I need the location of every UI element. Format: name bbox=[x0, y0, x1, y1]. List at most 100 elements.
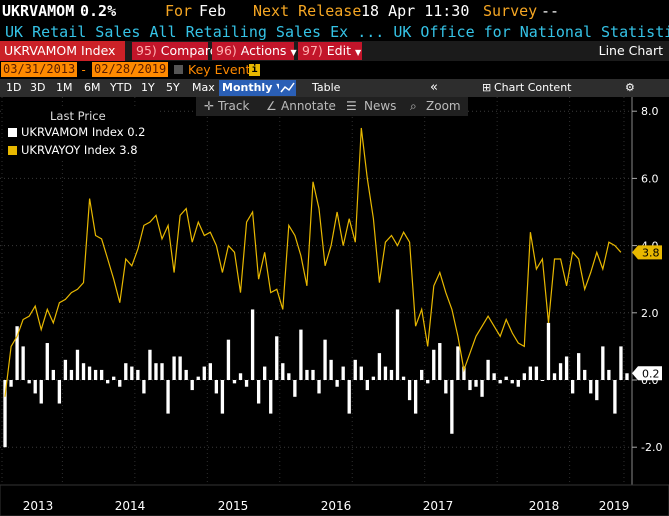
mom-bar-72 bbox=[438, 343, 442, 380]
description-text: UK Retail Sales All Retailing Sales Ex .… bbox=[5, 23, 669, 41]
mom-bar-75 bbox=[456, 346, 460, 380]
line-chart-icon[interactable] bbox=[279, 80, 296, 96]
mom-bar-94 bbox=[570, 380, 575, 394]
mom-bar-58 bbox=[353, 359, 357, 380]
key-events-checkbox[interactable] bbox=[174, 65, 183, 74]
x-tick-label-1: 2014 bbox=[115, 499, 146, 513]
compare-num: 95) bbox=[136, 43, 157, 58]
legend-item-yoy: UKRVAYOY Index 3.8 bbox=[8, 143, 138, 157]
table-button[interactable]: Table bbox=[312, 81, 341, 94]
mom-bar-73 bbox=[444, 380, 448, 394]
mom-bar-88 bbox=[534, 366, 539, 380]
range-5y[interactable]: 5Y bbox=[166, 81, 180, 94]
mom-bar-35 bbox=[214, 380, 219, 394]
mom-bar-95 bbox=[577, 353, 581, 380]
mom-bar-103 bbox=[625, 373, 629, 380]
security-header: UKRVAMOM 0.2% For Feb Next Release 18 Ap… bbox=[0, 0, 669, 22]
end-date-input[interactable]: 02/28/2019 bbox=[92, 62, 169, 77]
range-3d[interactable]: 3D bbox=[30, 81, 46, 94]
survey-label: Survey bbox=[483, 2, 538, 20]
track-button[interactable]: Track bbox=[218, 99, 250, 113]
mom-bar-16 bbox=[99, 369, 104, 380]
range-1d[interactable]: 1D bbox=[6, 81, 22, 94]
mom-bar-55 bbox=[335, 380, 339, 387]
mom-bar-102 bbox=[619, 346, 623, 380]
legend-swatch-mom bbox=[8, 128, 17, 137]
x-tick-label-2: 2015 bbox=[218, 499, 249, 513]
range-6m[interactable]: 6M bbox=[84, 81, 101, 94]
last-tag-yoy-text: 3.8 bbox=[642, 246, 660, 259]
period: Feb bbox=[199, 2, 227, 20]
range-ytd[interactable]: YTD bbox=[110, 81, 132, 94]
mom-bar-85 bbox=[516, 380, 520, 387]
mom-bar-53 bbox=[323, 339, 327, 380]
compare-button[interactable]: 95) Compare bbox=[132, 42, 217, 60]
mom-bar-48 bbox=[293, 380, 297, 397]
mom-bar-11 bbox=[69, 369, 74, 380]
y-tick-label-1: 6.0 bbox=[641, 172, 659, 185]
frequency-dropdown[interactable]: Monthly ▼ bbox=[219, 80, 288, 96]
mom-bar-82 bbox=[498, 380, 502, 384]
x-tick-label-5: 2018 bbox=[529, 499, 560, 513]
mom-bar-86 bbox=[522, 373, 526, 380]
mom-bar-68 bbox=[413, 380, 418, 414]
mom-bar-46 bbox=[281, 363, 285, 380]
date-separator: - bbox=[80, 63, 88, 77]
zoom-button[interactable]: Zoom bbox=[426, 99, 461, 113]
date-range-bar: 03/31/2013 - 02/28/2019 Key Events i bbox=[0, 61, 669, 79]
y-tick-label-0: 8.0 bbox=[641, 105, 659, 118]
mom-bar-70 bbox=[426, 380, 430, 384]
mom-bar-57 bbox=[347, 380, 351, 414]
legend-item-mom: UKRVAMOM Index 0.2 bbox=[8, 125, 145, 139]
mom-bar-6 bbox=[39, 380, 43, 404]
for-label: For bbox=[165, 2, 193, 20]
chart-area[interactable]: 8.06.04.02.00.0-2.0201320142015201620172… bbox=[0, 97, 669, 516]
range-max[interactable]: Max bbox=[192, 81, 215, 94]
ticker: UKRVAMOM bbox=[2, 2, 75, 20]
last-value: 0.2% bbox=[80, 2, 117, 20]
collapse-icon[interactable]: « bbox=[430, 80, 438, 95]
chart-content-button[interactable]: Chart Content bbox=[494, 81, 572, 94]
gear-icon[interactable]: ⚙ bbox=[625, 81, 635, 94]
news-icon: ☰ bbox=[346, 99, 357, 113]
range-1m[interactable]: 1M bbox=[56, 81, 73, 94]
mom-bar-14 bbox=[87, 366, 92, 380]
actions-button[interactable]: 96) Actions ▼ bbox=[212, 42, 297, 60]
mom-bar-78 bbox=[474, 380, 478, 387]
mom-bar-10 bbox=[63, 359, 68, 380]
edit-button[interactable]: 97) Edit ▼ bbox=[298, 42, 362, 60]
mom-bar-27 bbox=[166, 380, 170, 414]
start-date-input[interactable]: 03/31/2013 bbox=[1, 62, 78, 77]
mom-bar-7 bbox=[45, 343, 49, 380]
mom-bar-62 bbox=[377, 353, 382, 380]
mom-bar-38 bbox=[232, 380, 237, 384]
mom-bar-22 bbox=[136, 369, 140, 380]
legend-value-yoy: 3.8 bbox=[119, 143, 138, 157]
mom-bar-40 bbox=[244, 380, 249, 387]
chevron-down-icon: ▼ bbox=[354, 48, 362, 57]
legend-name-yoy: UKRVAYOY Index bbox=[21, 143, 116, 157]
mom-bar-23 bbox=[142, 380, 146, 394]
range-1y[interactable]: 1Y bbox=[141, 81, 155, 94]
mom-bar-79 bbox=[480, 380, 484, 397]
security-description: UK Retail Sales All Retailing Sales Ex .… bbox=[0, 22, 669, 42]
mom-bar-92 bbox=[558, 363, 563, 380]
mom-bar-52 bbox=[317, 380, 321, 394]
mom-bar-49 bbox=[299, 329, 303, 380]
mom-bar-84 bbox=[510, 380, 514, 384]
mom-bar-36 bbox=[220, 380, 225, 414]
x-tick-label-4: 2017 bbox=[423, 499, 454, 513]
info-icon[interactable]: i bbox=[249, 64, 260, 76]
x-axis-band bbox=[0, 484, 669, 516]
news-button[interactable]: News bbox=[364, 99, 397, 113]
mom-bar-44 bbox=[269, 380, 273, 414]
mom-bar-12 bbox=[75, 349, 80, 380]
annotate-button[interactable]: Annotate bbox=[281, 99, 336, 113]
last-tag-mom-bg bbox=[632, 366, 662, 381]
survey-value: -- bbox=[541, 2, 560, 20]
yoy-line bbox=[4, 127, 622, 397]
mom-bar-8 bbox=[51, 369, 55, 380]
security-field[interactable]: UKRVAMOM Index bbox=[0, 41, 125, 61]
y-tick-label-3: 2.0 bbox=[641, 307, 659, 320]
mom-bar-93 bbox=[564, 356, 569, 380]
